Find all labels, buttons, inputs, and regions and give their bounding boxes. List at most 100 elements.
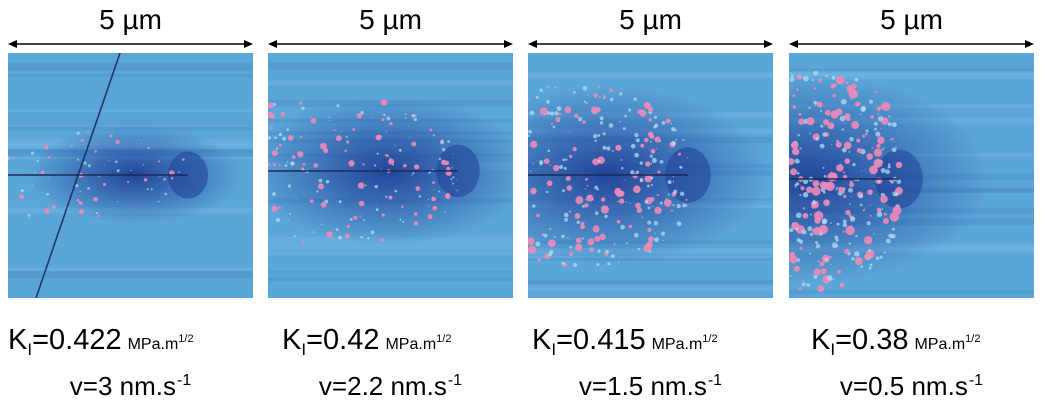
condensate-droplet <box>860 265 864 269</box>
condensate-droplet <box>873 158 883 168</box>
velocity-label-1: v=3 nm.s-1 <box>8 365 253 402</box>
condensate-droplet <box>832 278 835 281</box>
condensate-droplet <box>446 166 451 171</box>
condensate-droplet <box>825 74 828 78</box>
scale-arrow <box>528 40 773 48</box>
condensate-droplet <box>394 189 398 193</box>
condensate-droplet <box>854 251 860 257</box>
scan-streak <box>789 290 1034 294</box>
condensate-droplet <box>845 209 851 216</box>
condensate-droplet <box>819 144 822 147</box>
condensate-droplet <box>672 203 675 207</box>
condensate-droplet <box>299 135 303 139</box>
condensate-droplet <box>313 163 318 168</box>
condensate-droplet <box>654 237 660 243</box>
condensate-droplet <box>564 217 569 222</box>
scan-streak <box>528 279 773 286</box>
condensate-droplet <box>887 163 891 166</box>
k-subscript: I <box>830 340 836 359</box>
condensate-droplet <box>865 132 868 136</box>
condensate-droplet <box>617 261 620 264</box>
condensate-droplet <box>586 184 589 187</box>
condensate-droplet <box>441 147 446 152</box>
condensate-droplet <box>456 190 459 192</box>
condensate-droplet <box>44 145 49 150</box>
condensate-droplet <box>30 151 35 155</box>
condensate-droplet <box>609 97 614 102</box>
condensate-droplet <box>80 138 84 142</box>
condensate-droplet <box>586 194 594 202</box>
condensate-droplet <box>647 227 652 232</box>
condensate-droplet <box>643 101 651 109</box>
condensate-droplet <box>859 113 862 116</box>
condensate-droplet <box>676 203 681 209</box>
condensate-droplet <box>318 178 323 183</box>
condensate-droplet <box>801 229 807 235</box>
condensate-droplet <box>146 188 149 191</box>
condensate-droplet <box>869 214 872 217</box>
condensate-droplet <box>362 219 365 222</box>
condensate-droplet <box>811 204 816 209</box>
condensate-droplet <box>790 74 794 78</box>
condensate-droplet <box>840 149 842 151</box>
condensate-droplet <box>832 94 836 98</box>
condensate-droplet <box>597 188 600 191</box>
condensate-droplet <box>108 160 110 162</box>
condensate-droplet <box>670 123 673 125</box>
condensate-droplet <box>389 121 393 126</box>
condensate-droplet <box>791 86 793 88</box>
condensate-droplet <box>844 158 851 164</box>
condensate-droplet <box>644 174 652 183</box>
scale-label: 5 µm <box>359 4 422 35</box>
condensate-droplet <box>883 147 885 149</box>
condensate-droplet <box>335 135 342 142</box>
condensate-droplet <box>302 163 306 166</box>
condensate-droplet <box>837 190 843 196</box>
condensate-droplet <box>650 176 654 180</box>
k-unit-exponent: 1/2 <box>178 333 194 345</box>
condensate-droplet <box>12 203 14 206</box>
condensate-droplet <box>791 222 794 225</box>
condensate-droplet <box>593 133 598 139</box>
condensate-droplet <box>592 158 600 166</box>
condensate-droplet <box>855 234 858 238</box>
condensate-droplet <box>563 166 567 170</box>
velocity-text: v=0.5 nm.s <box>839 371 968 401</box>
condensate-droplet <box>866 153 873 160</box>
condensate-droplet <box>659 201 663 205</box>
condensate-droplet <box>563 212 569 218</box>
condensate-droplet <box>427 214 433 219</box>
condensate-droplet <box>619 198 625 204</box>
condensate-droplet <box>413 212 418 216</box>
condensate-droplet <box>549 111 555 116</box>
condensate-droplet <box>370 230 375 235</box>
condensate-droplet <box>674 129 677 132</box>
condensate-droplet <box>851 225 853 227</box>
condensate-droplet <box>869 263 873 267</box>
scan-streak <box>8 267 253 271</box>
condensate-droplet <box>452 176 455 179</box>
condensate-droplet <box>817 285 825 293</box>
condensate-droplet <box>831 144 833 146</box>
condensate-droplet <box>827 122 835 130</box>
condensate-droplet <box>800 185 802 187</box>
condensate-droplet <box>835 75 845 85</box>
condensate-droplet <box>849 203 851 205</box>
condensate-droplet <box>685 198 688 201</box>
condensate-droplet <box>799 246 803 250</box>
condensate-droplet <box>358 200 365 207</box>
condensate-droplet <box>665 198 668 200</box>
condensate-droplet <box>607 262 611 266</box>
condensate-droplet <box>639 178 644 182</box>
condensate-droplet <box>815 243 821 249</box>
condensate-droplet <box>427 205 430 207</box>
condensate-droplet <box>95 211 99 215</box>
condensate-droplet <box>873 148 883 157</box>
condensate-droplet <box>268 136 272 140</box>
condensate-droplet <box>294 235 297 238</box>
condensate-droplet <box>567 237 569 239</box>
scan-streak <box>8 62 253 71</box>
condensate-droplet <box>800 186 805 191</box>
condensate-droplet <box>628 224 633 229</box>
condensate-droplet <box>600 205 610 214</box>
